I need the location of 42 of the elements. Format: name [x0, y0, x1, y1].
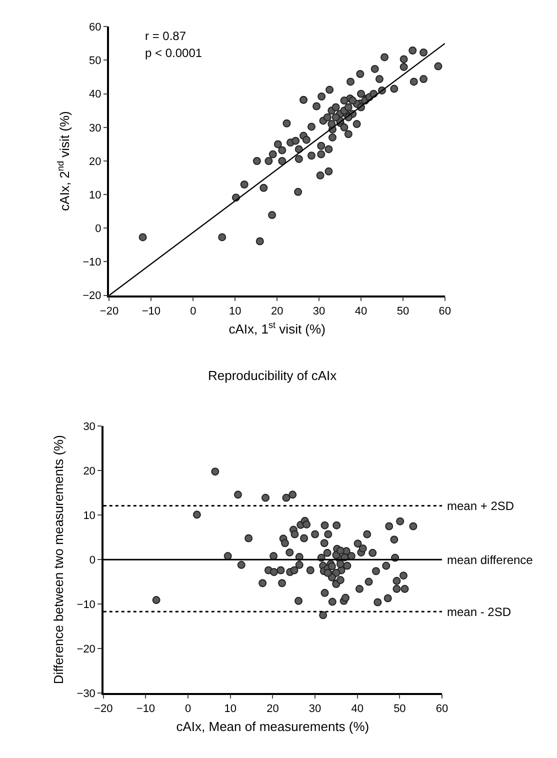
x-axis-title: cAIx, 1$^{st}$ visit (%) — [228, 320, 326, 336]
x-tick-label: 30 — [312, 305, 326, 318]
y-tick-label: 0 — [89, 554, 96, 566]
ref-line-label: mean - 2SD — [447, 605, 512, 619]
y-tick-label: 30 — [83, 421, 96, 434]
x-tick-label: −10 — [136, 702, 156, 715]
x-tick-label: 20 — [270, 305, 284, 318]
x-tick-label: 60 — [436, 702, 448, 715]
x-tick-label: 50 — [396, 305, 410, 318]
x-tick-label: 20 — [266, 702, 279, 715]
y-tick-label: 30 — [89, 122, 102, 134]
y-tick-label: −10 — [76, 598, 96, 611]
y-tick-label: 20 — [89, 156, 102, 168]
x-tick-label: 0 — [184, 702, 192, 715]
x-tick-label: −20 — [100, 305, 119, 318]
annotation: p < 0.0001 — [145, 46, 202, 60]
y-tick-label: 60 — [89, 22, 102, 34]
annotation: r = 0.87 — [145, 29, 186, 43]
x-tick-label: 10 — [228, 305, 242, 318]
x-tick-label: 60 — [438, 305, 452, 318]
y-tick-label: −10 — [82, 256, 102, 269]
x-tick-label: 50 — [394, 702, 406, 715]
x-tick-label: 10 — [224, 702, 237, 715]
y-tick-label: −20 — [82, 290, 102, 302]
x-tick-label: 30 — [308, 702, 322, 715]
y-tick-label: 20 — [83, 466, 96, 478]
x-tick-label: 0 — [190, 305, 196, 318]
y-tick-label: 10 — [83, 510, 96, 522]
chart-title: Reproducibility of cAIx — [208, 368, 338, 383]
y-tick-label: 10 — [89, 189, 102, 202]
y-tick-label: 0 — [95, 223, 102, 236]
y-tick-label: −30 — [76, 688, 96, 700]
y-axis-title: Difference between two measurements (%) — [51, 435, 66, 684]
x-tick-label: 40 — [351, 702, 364, 715]
y-tick-label: 40 — [89, 88, 102, 101]
x-tick-label: −10 — [142, 305, 161, 318]
ref-line-label: mean + 2SD — [447, 499, 514, 513]
x-tick-label: 40 — [354, 305, 368, 318]
y-tick-label: 50 — [89, 55, 102, 68]
y-tick-label: −20 — [76, 643, 96, 656]
x-axis-title: cAIx, Mean of measurements (%) — [176, 718, 370, 734]
ref-line-label: mean difference — [447, 553, 534, 567]
